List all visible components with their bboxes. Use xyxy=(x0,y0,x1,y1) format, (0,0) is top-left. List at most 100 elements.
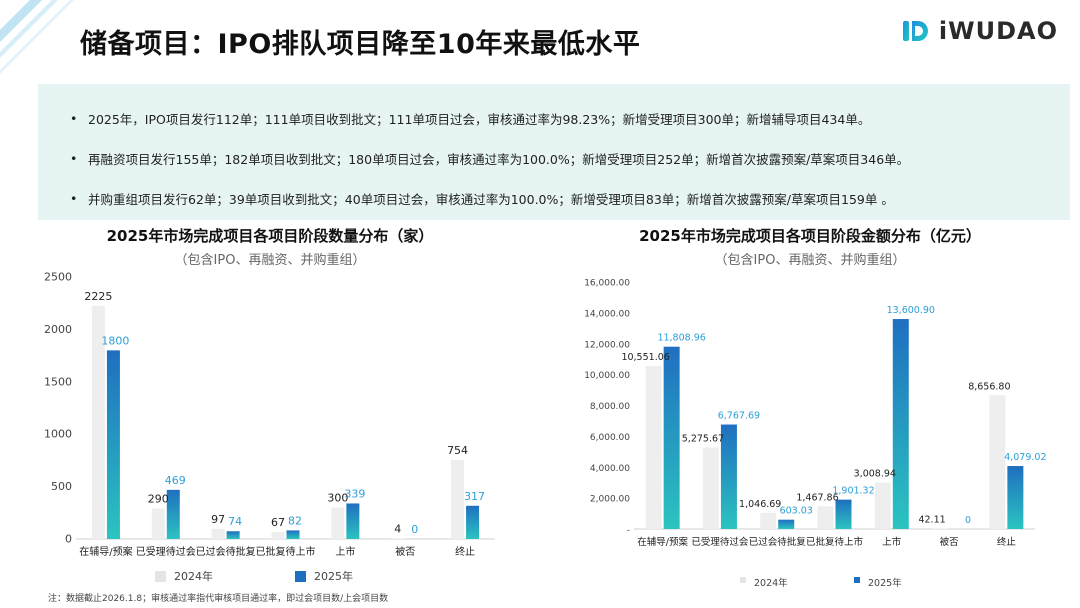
data-label-2025: 1,901.32 xyxy=(832,486,874,497)
x-category-label: 已受理待过会 xyxy=(136,545,196,558)
y-tick-label: 12,000.00 xyxy=(584,340,630,350)
bar-2025 xyxy=(226,531,240,539)
y-tick-label: 2500 xyxy=(44,271,72,284)
bar-2025 xyxy=(166,489,180,539)
data-label-2024: 8,656.80 xyxy=(968,381,1010,392)
x-category-label: 在辅导/预案 xyxy=(79,545,132,558)
bar-2025 xyxy=(663,346,680,529)
bar-2025 xyxy=(720,424,737,529)
bar-2025 xyxy=(466,505,480,539)
data-label-2025: 339 xyxy=(344,487,365,500)
bar-2024 xyxy=(817,506,834,529)
y-tick-label: 0 xyxy=(65,533,72,546)
data-label-2025: 13,600.90 xyxy=(887,305,935,316)
x-category-label: 已受理待过会 xyxy=(691,536,749,548)
data-label-2024: 42.11 xyxy=(918,514,945,525)
data-label-2025: 6,767.69 xyxy=(718,411,760,422)
bar-2024 xyxy=(932,528,949,529)
amount-chart-subtitle: （包含IPO、再融资、并购重组） xyxy=(714,253,906,268)
data-label-2024: 5,275.67 xyxy=(682,434,724,445)
legend-label-2024: 2024年 xyxy=(754,577,788,589)
bar-2024 xyxy=(91,305,105,539)
x-category-label: 已过会待批复 xyxy=(196,545,256,558)
y-tick-label: 2000 xyxy=(44,323,72,336)
count-chart-subtitle: （包含IPO、再融资、并购重组） xyxy=(174,253,366,268)
amount-chart-title: 2025年市场完成项目各项目阶段金额分布（亿元） xyxy=(639,227,981,245)
bar-2025 xyxy=(346,503,360,539)
data-label-2025: 11,808.96 xyxy=(657,333,705,344)
logo-icon xyxy=(902,21,928,41)
bar-2024 xyxy=(451,459,465,539)
data-label-2025: 603.03 xyxy=(780,506,813,517)
legend-label-2025: 2025年 xyxy=(868,577,902,589)
x-category-label: 被否 xyxy=(395,545,415,558)
x-category-label: 已批复待上市 xyxy=(806,536,864,548)
count-chart-title: 2025年市场完成项目各项目阶段数量分布（家） xyxy=(106,227,434,245)
data-label-2024: 3,008.94 xyxy=(854,469,896,480)
legend-swatch-2025 xyxy=(295,571,306,582)
bar-2024 xyxy=(760,512,777,529)
data-label-2024: 2225 xyxy=(84,290,112,303)
bar-2024 xyxy=(874,482,891,529)
bar-2024 xyxy=(989,395,1006,529)
data-label-2025: 74 xyxy=(228,515,242,528)
y-tick-label: 1000 xyxy=(44,428,72,441)
y-tick-label: 1500 xyxy=(44,375,72,388)
bar-2025 xyxy=(892,319,909,529)
bar-2024 xyxy=(151,508,165,539)
bar-2025 xyxy=(778,519,795,529)
data-label-2024: 97 xyxy=(211,513,225,526)
bar-2025 xyxy=(1007,466,1024,529)
x-category-label: 被否 xyxy=(940,536,960,548)
page-title: 储备项目：IPO排队项目降至10年来最低水平 xyxy=(80,29,641,60)
data-label-2024: 4 xyxy=(394,523,401,536)
legend-swatch-2024 xyxy=(155,571,166,582)
data-label-2025: 0 xyxy=(411,523,418,536)
x-category-label: 上市 xyxy=(882,536,902,548)
data-label-2025: 0 xyxy=(965,515,971,526)
legend-swatch-2025 xyxy=(854,577,860,583)
footnote: 注：数据截止2026.1.8；审核通过率指代审核项目通过率，即过会项目数/上会项… xyxy=(48,594,389,604)
bar-2025 xyxy=(106,350,120,539)
x-category-label: 已批复待上市 xyxy=(256,545,316,558)
summary-bullet-refinancing: • 再融资项目发行155单；182单项目收到批文；180单项目过会，审核通过率为1… xyxy=(70,150,910,167)
legend-label-2024: 2024年 xyxy=(174,569,213,583)
y-tick-label: 16,000.00 xyxy=(584,279,630,289)
data-label-2024: 10,551.06 xyxy=(621,352,669,363)
x-category-label: 终止 xyxy=(455,545,475,558)
bar-2024 xyxy=(331,507,345,539)
data-label-2024: 1,046.69 xyxy=(739,499,781,510)
data-label-2025: 469 xyxy=(165,474,186,487)
count-bar-chart: 0 500 1000 1500 2000 2500 2225 1800 在辅导/预案 290 469… xyxy=(44,271,495,583)
x-category-label: 上市 xyxy=(335,545,355,558)
brand-logo: iWUDAO xyxy=(901,16,1058,46)
summary-bullet-text: 并购重组项目发行62单；39单项目收到批文；40单项目过会，审核通过率为100.… xyxy=(88,191,894,207)
summary-box: • 2025年，IPO项目发行112单；111单项目收到批文；111单项目过会，审… xyxy=(38,84,1070,220)
summary-bullet-mna: • 并购重组项目发行62单；39单项目收到批文；40单项目过会，审核通过率为100… xyxy=(70,190,894,207)
amount-bar-chart: - 2,000.00 4,000.00 6,000.00 8,000.00 10,000.… xyxy=(584,279,1046,590)
y-tick-label: 4,000.00 xyxy=(590,464,630,474)
y-tick-label: 10,000.00 xyxy=(584,371,630,381)
x-category-label: 终止 xyxy=(997,536,1017,548)
bar-2024 xyxy=(271,531,285,539)
x-category-label: 在辅导/预案 xyxy=(637,536,688,548)
y-tick-label: - xyxy=(627,526,630,536)
data-label-2024: 67 xyxy=(271,516,285,529)
summary-bullet-ipo: • 2025年，IPO项目发行112单；111单项目收到批文；111单项目过会，审… xyxy=(70,110,871,127)
data-label-2024: 290 xyxy=(148,493,169,506)
data-label-2024: 754 xyxy=(447,444,468,457)
legend-swatch-2024 xyxy=(740,577,746,583)
bar-2025 xyxy=(286,530,300,539)
corner-decoration xyxy=(0,0,74,74)
data-label-2025: 1800 xyxy=(101,334,129,347)
bar-2024 xyxy=(211,528,225,539)
data-label-2024: 300 xyxy=(327,492,348,505)
y-tick-label: 8,000.00 xyxy=(590,402,630,412)
bar-2024 xyxy=(702,447,719,529)
x-category-label: 已过会待批复 xyxy=(749,536,807,548)
data-label-2025: 82 xyxy=(288,514,302,527)
y-tick-label: 2,000.00 xyxy=(590,495,630,505)
bar-2024 xyxy=(645,366,662,529)
data-label-2025: 317 xyxy=(464,490,485,503)
summary-bullet-text: 再融资项目发行155单；182单项目收到批文；180单项目过会，审核通过率为10… xyxy=(88,151,910,167)
